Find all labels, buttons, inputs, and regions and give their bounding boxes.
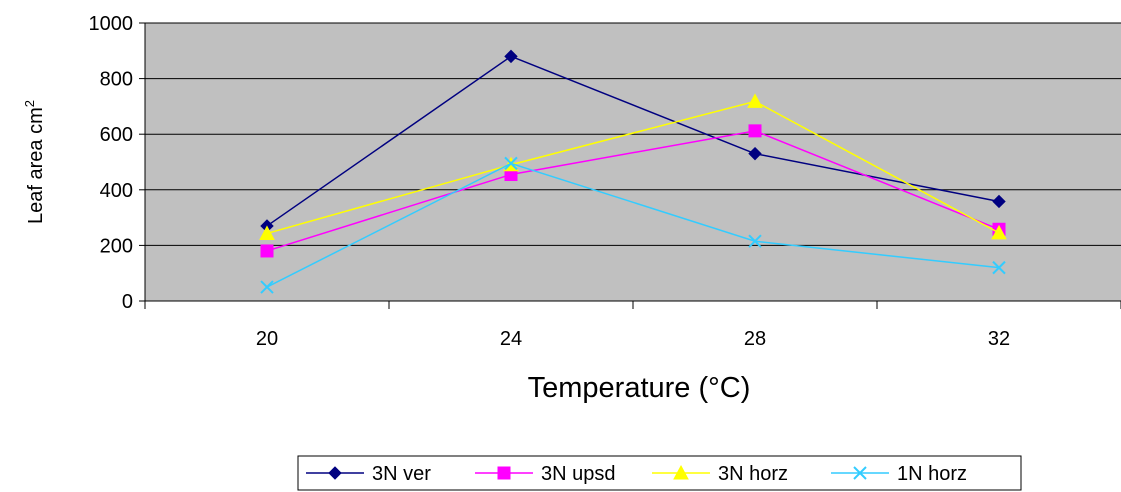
series-line (266, 100, 1000, 235)
legend-item: 3N ver (306, 463, 431, 485)
gridlines (145, 22, 1121, 246)
data-point (259, 225, 275, 240)
data-point (992, 260, 1006, 275)
x-axis-label: Temperature (°C) (528, 372, 751, 404)
data-point (992, 194, 1006, 209)
legend-items: 3N ver 3N upsd 3N horz 1N horz (306, 463, 967, 485)
legend-label: 3N upsd (541, 463, 616, 485)
y-axis-label: Leaf area cm2 (22, 100, 47, 224)
data-point (260, 280, 274, 294)
x-axis-ticks: 20 24 28 32 (144, 301, 1121, 350)
legend-item: 1N horz (831, 463, 967, 485)
legend-marker (673, 464, 689, 480)
x-tick-label: 32 (988, 328, 1010, 350)
x-tick-label: 28 (744, 328, 766, 350)
y-tick-label: 800 (100, 69, 133, 91)
y-tick-label: 200 (100, 235, 133, 257)
legend-marker (497, 466, 511, 480)
y-axis-label-superscript: 2 (22, 100, 37, 107)
legend-label: 1N horz (897, 463, 967, 485)
data-point (504, 156, 518, 171)
legend-item: 3N upsd (475, 463, 616, 485)
series-line (266, 55, 1000, 227)
y-axis-label-text: Leaf area cm (25, 107, 47, 224)
series-line (266, 162, 1000, 288)
series-line (266, 130, 1000, 252)
y-axis-ticks: 0 200 400 600 800 1000 (89, 13, 145, 313)
legend-label: 3N horz (718, 463, 788, 485)
data-point (748, 124, 762, 138)
data-point (748, 146, 762, 161)
x-tick-label: 24 (500, 328, 522, 350)
series-1n-horz (260, 156, 1006, 294)
y-tick-label: 600 (100, 124, 133, 146)
plot-area (145, 23, 1121, 301)
data-point (991, 224, 1007, 240)
legend-label: 3N ver (372, 463, 431, 485)
data-series (259, 49, 1007, 294)
data-point (748, 234, 762, 248)
data-point (504, 49, 518, 64)
x-tick-label: 20 (256, 328, 278, 350)
data-point (747, 93, 763, 108)
legend-item: 3N horz (652, 463, 788, 485)
legend-marker (328, 466, 342, 480)
legend-marker (853, 466, 867, 480)
data-point (260, 244, 274, 258)
y-tick-label: 0 (122, 291, 133, 313)
y-tick-label: 400 (100, 180, 133, 202)
legend: 3N ver 3N upsd 3N horz 1N horz (297, 455, 1022, 491)
y-tick-label: 1000 (89, 13, 134, 35)
